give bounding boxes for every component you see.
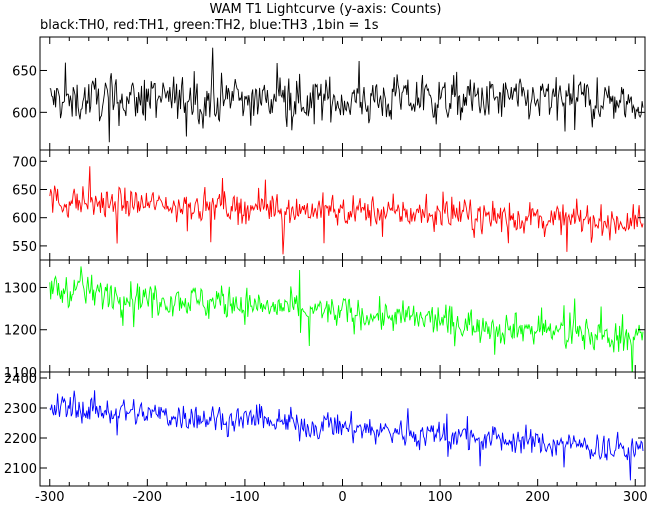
y-tick-label: 650: [12, 64, 37, 79]
y-tick-label: 600: [12, 212, 37, 227]
y-tick-label: 1100: [4, 366, 37, 381]
x-tick-label: 0: [338, 490, 346, 505]
x-tick-label: -200: [133, 490, 163, 505]
y-tick-label: 550: [12, 240, 37, 255]
x-tick-label: 100: [428, 490, 453, 505]
chart-title: WAM T1 Lightcurve (y-axis: Counts): [209, 2, 442, 17]
y-tick-label: 2100: [4, 462, 37, 477]
y-tick-label: 600: [12, 106, 37, 121]
x-tick-label: 300: [623, 490, 648, 505]
x-tick-label: 200: [525, 490, 550, 505]
series-line-TH3: [49, 390, 644, 481]
y-tick-label: 2400: [4, 372, 37, 387]
y-tick-label: 1200: [4, 324, 37, 339]
series-line-TH2: [49, 266, 644, 372]
y-tick-label: 2300: [4, 402, 37, 417]
y-tick-label: 700: [12, 155, 37, 170]
series-line-TH1: [49, 166, 644, 255]
y-tick-label: 2200: [4, 432, 37, 447]
y-tick-label: 650: [12, 183, 37, 198]
panel-frame-TH2: [39, 259, 646, 373]
y-tick-label: 1300: [4, 281, 37, 296]
chart-subtitle: black:TH0, red:TH1, green:TH2, blue:TH3 …: [40, 18, 379, 33]
x-tick-label: -100: [230, 490, 260, 505]
series-line-TH0: [49, 47, 644, 143]
x-tick-label: -300: [35, 490, 65, 505]
